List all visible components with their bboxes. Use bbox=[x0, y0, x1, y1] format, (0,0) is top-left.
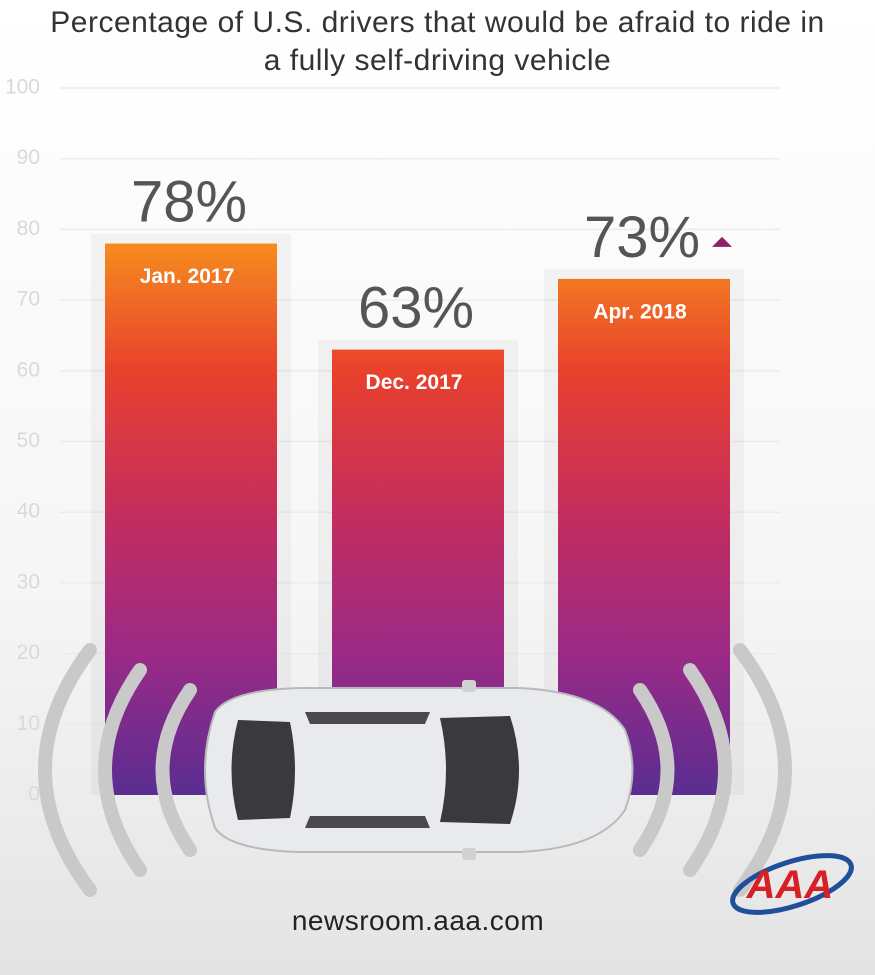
car-side-window bbox=[305, 712, 430, 724]
trend-arrow bbox=[712, 236, 732, 247]
y-tick-label: 70 bbox=[17, 288, 40, 311]
y-tick-label: 10 bbox=[17, 712, 40, 735]
car-rear-window bbox=[440, 716, 519, 824]
y-tick-label: 60 bbox=[17, 358, 40, 381]
y-tick-label: 50 bbox=[17, 429, 40, 452]
category-label: Apr. 2018 bbox=[593, 300, 687, 323]
car-mirror bbox=[462, 848, 476, 860]
y-tick-label: 40 bbox=[17, 500, 40, 523]
value-label: 73% bbox=[584, 205, 700, 270]
y-tick-label: 90 bbox=[17, 146, 40, 169]
arc bbox=[98, 663, 147, 877]
chart-title: Percentage of U.S. drivers that would be… bbox=[50, 6, 825, 77]
car-body bbox=[204, 687, 634, 853]
arc bbox=[38, 643, 97, 897]
logo-text: AAA bbox=[746, 863, 834, 907]
category-label: Dec. 2017 bbox=[366, 371, 463, 394]
y-tick-label: 80 bbox=[17, 217, 40, 240]
footer-url: newsroom.aaa.com bbox=[292, 905, 544, 936]
signal-arcs bbox=[38, 643, 792, 897]
y-tick-label: 100 bbox=[5, 76, 40, 99]
arc bbox=[633, 683, 675, 857]
arc bbox=[733, 643, 792, 897]
value-label: 63% bbox=[358, 276, 474, 341]
car-side-window bbox=[305, 816, 430, 828]
arc bbox=[683, 663, 732, 877]
arc bbox=[155, 683, 197, 857]
car-mirror bbox=[462, 680, 476, 692]
category-label: Jan. 2017 bbox=[140, 265, 235, 288]
y-tick-label: 20 bbox=[17, 641, 40, 664]
aaa-logo: AAA bbox=[730, 853, 854, 915]
value-label: 78% bbox=[131, 170, 247, 235]
logo-oval bbox=[730, 853, 854, 915]
car bbox=[204, 680, 634, 860]
car-windshield bbox=[231, 720, 295, 820]
y-tick-label: 30 bbox=[17, 570, 40, 593]
y-tick-label: 0 bbox=[28, 783, 40, 806]
